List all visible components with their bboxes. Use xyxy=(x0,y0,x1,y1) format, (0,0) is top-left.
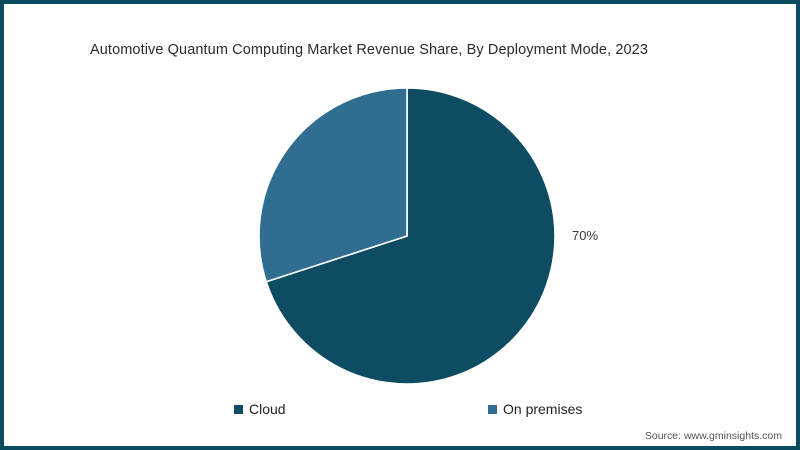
page-title: Automotive Quantum Computing Market Reve… xyxy=(90,42,648,58)
chart-canvas: Automotive Quantum Computing Market Reve… xyxy=(4,4,796,446)
pie-slice[interactable] xyxy=(258,87,408,283)
pie-slice[interactable] xyxy=(265,87,556,385)
legend-swatch-icon xyxy=(234,404,243,414)
pie-chart xyxy=(255,84,559,388)
chart-legend: Cloud On premises xyxy=(4,397,796,421)
pie-chart-svg xyxy=(258,87,556,385)
pie-slice-group xyxy=(258,87,556,385)
legend-swatch-icon xyxy=(488,404,497,414)
legend-item-label: On premises xyxy=(503,401,583,417)
legend-item-label: Cloud xyxy=(249,401,286,417)
legend-item-cloud[interactable]: Cloud xyxy=(234,397,286,421)
slice-value-label-cloud: 70% xyxy=(572,228,599,243)
source-attribution: Source: www.gminsights.com xyxy=(644,430,782,442)
legend-item-on-premises[interactable]: On premises xyxy=(488,397,582,421)
